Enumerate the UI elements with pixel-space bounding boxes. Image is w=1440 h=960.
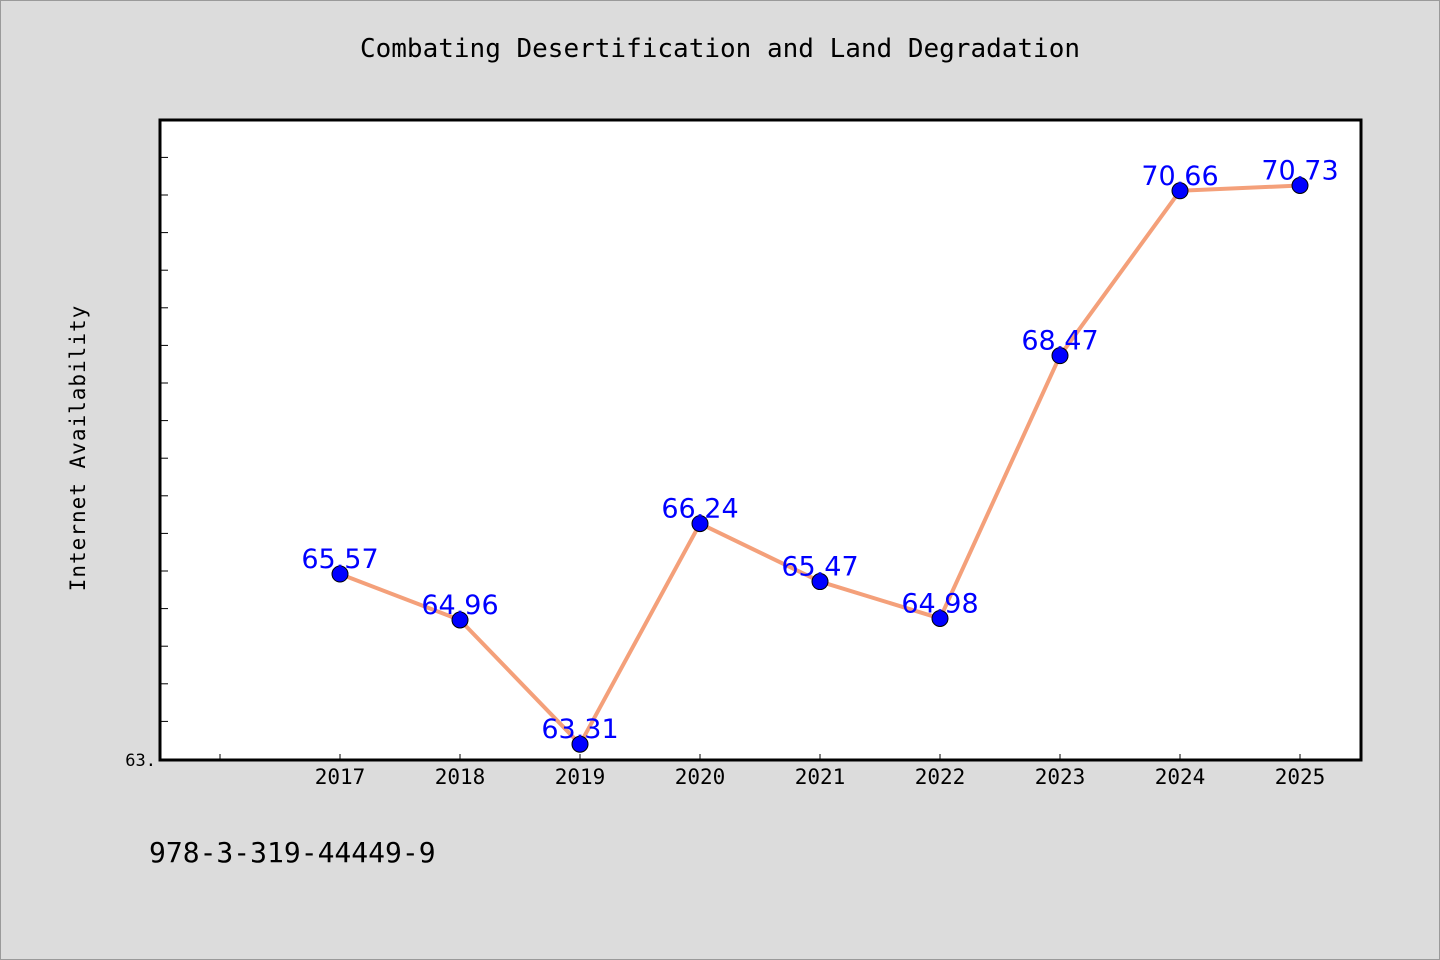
data-point xyxy=(811,573,829,591)
data-point xyxy=(931,609,949,627)
data-point xyxy=(1291,177,1309,195)
data-point xyxy=(571,735,589,753)
data-point xyxy=(331,565,349,583)
x-tick-label: 2024 xyxy=(1155,765,1206,789)
data-label: 70.73 xyxy=(1261,156,1338,187)
x-tick-label: 2022 xyxy=(915,765,966,789)
data-label: 63.31 xyxy=(541,714,618,745)
data-label: 65.57 xyxy=(301,544,378,575)
x-tick-label: 2018 xyxy=(435,765,486,789)
x-tick-label: 2023 xyxy=(1035,765,1086,789)
series-group: 65.57 64.96 63.31 66.24 65.47 64.98 68.47 70.66… xyxy=(301,156,1339,753)
data-point xyxy=(691,515,709,533)
y-tick-label: 63. xyxy=(125,751,156,771)
footer-code: 978-3-319-44449-9 xyxy=(149,836,436,869)
data-label: 68.47 xyxy=(1021,326,1098,357)
data-label: 64.98 xyxy=(901,588,978,619)
x-tick-label: 2020 xyxy=(675,765,726,789)
x-tick-label: 2025 xyxy=(1275,765,1326,789)
y-axis-ticks: 63. xyxy=(125,156,168,771)
x-tick-label: 2017 xyxy=(315,765,366,789)
chart-title: Combating Desertification and Land Degra… xyxy=(359,34,1081,64)
data-label: 65.47 xyxy=(781,552,858,583)
data-label: 64.96 xyxy=(421,590,498,621)
data-point xyxy=(1171,182,1189,200)
data-label: 66.24 xyxy=(661,494,738,525)
x-tick-label: 2021 xyxy=(795,765,846,789)
data-label: 70.66 xyxy=(1141,161,1218,192)
data-point xyxy=(1051,347,1069,365)
plot-area xyxy=(158,118,1363,762)
x-tick-label: 2019 xyxy=(555,765,606,789)
x-axis-ticks: 2017 2018 2019 2020 2021 2022 2023 2024 2025 xyxy=(219,754,1326,789)
data-point xyxy=(451,611,469,629)
